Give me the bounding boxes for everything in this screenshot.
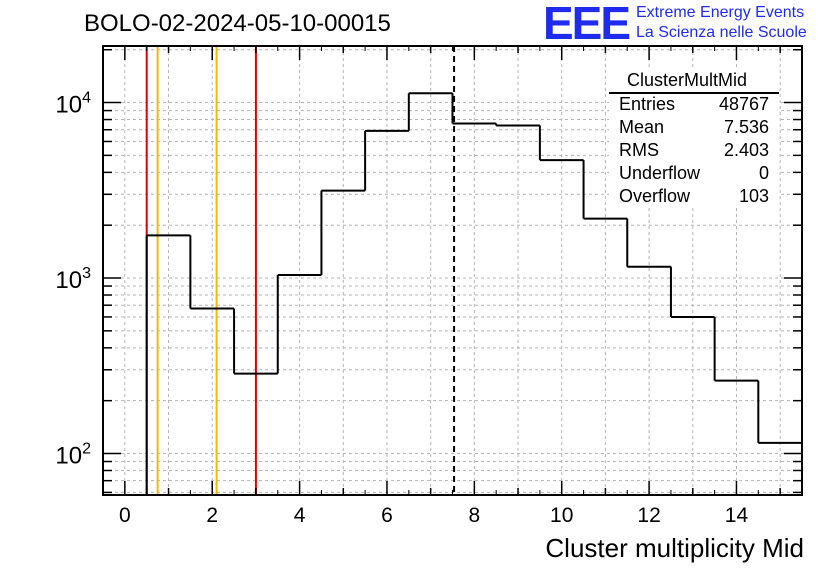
logo-tagline-2: La Scienza nelle Scuole: [636, 24, 807, 41]
x-tick-labels: 0 2 4 6 8 10 12 14: [119, 504, 748, 527]
stats-value: 48767: [718, 94, 769, 114]
logo-tagline-1: Extreme Energy Events: [636, 4, 805, 21]
y-tick-exponent: 4: [82, 90, 91, 107]
x-axis-label: Cluster multiplicity Mid: [545, 533, 804, 563]
stats-divider: [609, 92, 779, 94]
stats-key: Overflow: [619, 186, 691, 206]
x-tick-label: 0: [119, 504, 131, 527]
y-tick-exponent: 3: [82, 265, 91, 282]
x-tick-label: 8: [469, 504, 481, 527]
x-tick-label: 2: [206, 504, 218, 527]
page-title: BOLO-02-2024-05-10-00015: [84, 10, 391, 37]
stats-key: Underflow: [619, 163, 701, 183]
y-tick-base: 10: [55, 442, 82, 469]
stats-row-overflow: Overflow 103: [619, 186, 769, 208]
logo-mark: EEE: [543, 0, 631, 49]
axis-ticks: [102, 46, 803, 495]
stats-value: 103: [738, 186, 769, 206]
y-tick-label: 104: [55, 90, 91, 119]
stats-row-mean: Mean 7.536: [619, 117, 769, 139]
y-tick-base: 10: [55, 92, 82, 119]
x-tick-label: 6: [381, 504, 393, 527]
y-tick-label: 102: [55, 440, 91, 469]
stats-key: Mean: [619, 117, 665, 137]
stats-row-entries: Entries 48767: [619, 94, 769, 116]
y-tick-exponent: 2: [82, 440, 91, 457]
histogram-steps: [103, 92, 802, 496]
stats-row-underflow: Underflow 0: [619, 163, 769, 185]
stats-value: 0: [758, 163, 769, 183]
stats-key: Entries: [619, 94, 676, 114]
stats-row-rms: RMS 2.403: [619, 140, 769, 162]
stats-box: ClusterMultMid Entries 48767 Mean 7.536 …: [609, 70, 779, 206]
x-tick-label: 14: [725, 504, 749, 527]
eee-logo: EEE Extreme Energy Events La Scienza nel…: [543, 0, 833, 49]
x-tick-label: 10: [550, 504, 573, 527]
x-tick-label: 12: [637, 504, 660, 527]
stats-value: 2.403: [723, 140, 769, 160]
stats-title: ClusterMultMid: [627, 70, 748, 90]
stats-value: 7.536: [723, 117, 769, 137]
y-tick-label: 103: [55, 265, 91, 294]
x-tick-label: 4: [294, 504, 306, 527]
y-tick-base: 10: [55, 267, 82, 294]
stats-key: RMS: [619, 140, 659, 160]
